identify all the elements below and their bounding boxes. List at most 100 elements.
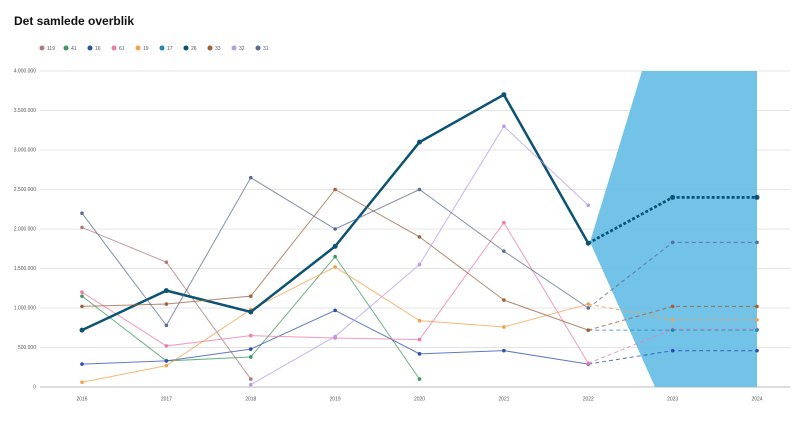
data-point — [164, 344, 169, 348]
data-point — [333, 334, 337, 339]
data-point — [417, 337, 422, 342]
y-tick-label: 500.000 — [18, 345, 36, 351]
data-point — [417, 318, 422, 323]
x-tick-label: 2021 — [498, 396, 509, 402]
legend-label: 19 — [143, 46, 149, 52]
legend-label: 119 — [47, 46, 55, 52]
series-line — [81, 221, 589, 364]
data-point — [80, 225, 84, 230]
legend-label: 32 — [239, 46, 245, 52]
data-point — [586, 328, 591, 332]
data-point — [164, 302, 169, 306]
y-tick-label: 4.000.000 — [14, 68, 36, 74]
data-point — [80, 290, 84, 295]
x-tick-label: 2016 — [76, 396, 87, 402]
data-point — [248, 377, 253, 381]
data-point — [586, 203, 591, 208]
data-point — [80, 362, 84, 366]
data-point — [333, 265, 337, 269]
data-point — [80, 294, 84, 298]
data-point — [755, 240, 759, 245]
data-point — [670, 240, 675, 245]
data-point — [248, 347, 253, 351]
legend-swatch — [87, 45, 93, 51]
forecast-line — [588, 328, 757, 364]
legend-swatch — [135, 45, 141, 51]
data-point — [164, 260, 169, 264]
data-point — [80, 211, 84, 215]
data-point — [670, 194, 676, 200]
legend-label: 41 — [71, 46, 77, 52]
data-point — [754, 194, 760, 200]
y-tick-label: 0 — [33, 384, 36, 390]
data-point — [248, 175, 253, 180]
legend-label: 61 — [119, 46, 125, 52]
series-line — [81, 255, 420, 380]
data-point — [585, 240, 591, 246]
data-point — [417, 262, 422, 267]
data-point — [670, 304, 675, 309]
legend-label: 33 — [215, 46, 221, 52]
data-point — [502, 298, 506, 302]
data-point — [755, 348, 759, 353]
data-point — [80, 304, 84, 309]
x-tick-label: 2017 — [161, 396, 172, 402]
y-tick-label: 3.500.000 — [14, 108, 36, 114]
data-point — [164, 359, 169, 363]
data-point — [670, 328, 675, 332]
data-point — [417, 377, 422, 381]
data-point — [755, 328, 759, 332]
legend-label: 26 — [191, 46, 197, 52]
data-point — [502, 124, 506, 129]
data-point — [755, 318, 759, 322]
data-point — [333, 308, 337, 313]
chart-title: Det samlede overblik — [14, 14, 134, 28]
data-point — [586, 302, 591, 306]
legend-swatch — [159, 45, 165, 51]
data-point — [417, 352, 422, 356]
x-tick-label: 2019 — [330, 396, 341, 402]
data-point — [333, 187, 337, 192]
y-tick-label: 1.000.000 — [14, 305, 36, 311]
legend-swatch — [183, 45, 189, 51]
legend-swatch — [207, 45, 213, 51]
legend-label: 31 — [263, 46, 269, 52]
data-point — [248, 355, 253, 359]
data-point — [163, 288, 169, 294]
data-point — [417, 235, 422, 239]
legend-label: 16 — [95, 46, 101, 52]
data-point — [333, 227, 337, 231]
data-point — [417, 139, 422, 145]
x-tick-label: 2020 — [414, 396, 425, 402]
series-line — [250, 125, 589, 386]
data-point — [670, 318, 675, 322]
data-point — [586, 306, 591, 310]
y-tick-label: 2.500.000 — [14, 187, 36, 193]
data-point — [502, 348, 506, 353]
x-tick-label: 2018 — [245, 396, 256, 402]
data-point — [79, 327, 85, 333]
legend-swatch — [39, 45, 45, 51]
data-point — [164, 323, 169, 328]
data-point — [586, 361, 591, 366]
legend-swatch — [111, 45, 117, 51]
legend-label: 17 — [167, 46, 173, 52]
series-line — [81, 93, 590, 332]
data-point — [332, 243, 338, 249]
legend-swatch — [255, 45, 261, 51]
data-point — [670, 348, 675, 353]
data-point — [755, 304, 759, 309]
x-tick-label: 2023 — [667, 396, 678, 402]
data-point — [248, 333, 253, 338]
data-point — [501, 92, 507, 98]
data-point — [248, 382, 253, 387]
series-line — [81, 266, 589, 383]
legend-swatch — [231, 45, 237, 51]
data-point — [248, 294, 253, 298]
y-tick-label: 3.000.000 — [14, 147, 36, 153]
data-point — [502, 220, 506, 225]
data-point — [502, 325, 506, 329]
y-tick-label: 1.500.000 — [14, 266, 36, 272]
data-point — [164, 363, 169, 368]
